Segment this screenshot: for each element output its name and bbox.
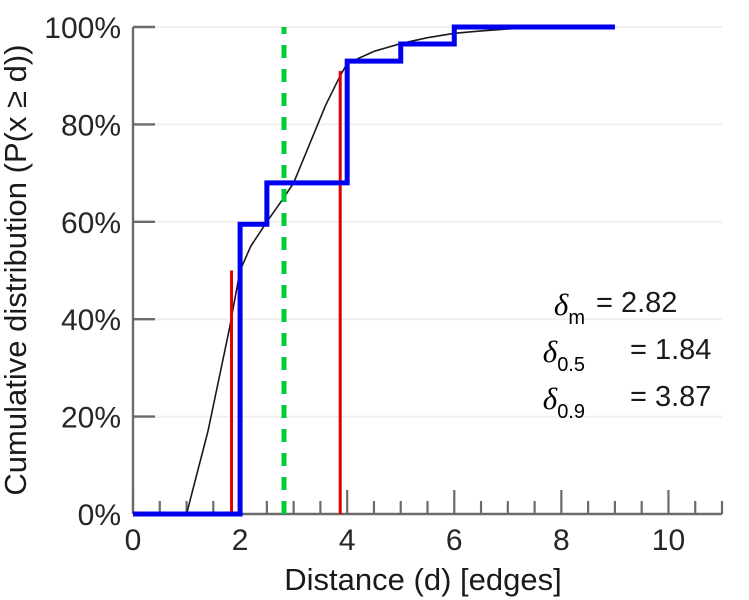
delta-subscript-2: 0.5 — [557, 354, 585, 376]
x-tick-label: 8 — [553, 524, 570, 557]
threshold-lines — [230, 70, 342, 514]
x-tick-label: 6 — [446, 524, 463, 557]
x-tick-label: 2 — [232, 524, 249, 557]
annotation-row-1: δm — [554, 287, 585, 329]
annotation-value-2: = 1.84 — [630, 334, 711, 366]
y-tick-label: 60% — [61, 207, 121, 240]
annotation-row-3: δ0.9 — [543, 381, 585, 423]
y-axis-tick-labels: 0% 20% 40% 60% 80% 100% — [44, 12, 121, 532]
annotation-value-1: = 2.82 — [596, 287, 677, 319]
y-tick-label: 100% — [44, 12, 121, 45]
annotation-row-2: δ0.5 — [543, 334, 585, 376]
x-axis-title: Distance (d) [edges] — [284, 562, 561, 597]
delta-subscript-3: 0.9 — [557, 401, 585, 423]
y-axis-title: Cumulative distribution (P(x ≥ d)) — [0, 44, 33, 495]
y-tick-label: 80% — [61, 109, 121, 142]
delta-symbol-2: δ — [543, 334, 558, 369]
gridlines — [133, 26, 722, 515]
x-tick-label: 10 — [652, 524, 685, 557]
y-tick-label: 20% — [61, 402, 121, 435]
delta-subscript-1: m — [568, 307, 585, 329]
fitted-cdf-curve — [185, 26, 615, 515]
x-axis-tick-labels: 0 2 4 6 8 10 — [125, 524, 685, 557]
x-axis-ticks — [131, 490, 724, 514]
y-tick-label: 0% — [78, 499, 121, 532]
y-tick-label: 40% — [61, 304, 121, 337]
delta-symbol-1: δ — [554, 287, 569, 322]
y-axis-ticks — [133, 25, 155, 516]
annotation-block: δm = 2.82 δ0.5 = 1.84 δ0.9 = 3.87 — [543, 287, 712, 423]
x-tick-label: 4 — [339, 524, 356, 557]
annotation-value-3: = 3.87 — [630, 381, 711, 413]
x-tick-label: 0 — [125, 524, 142, 557]
empirical-cdf-step — [133, 24, 615, 517]
delta-symbol-3: δ — [543, 381, 558, 416]
axes — [131, 27, 722, 516]
